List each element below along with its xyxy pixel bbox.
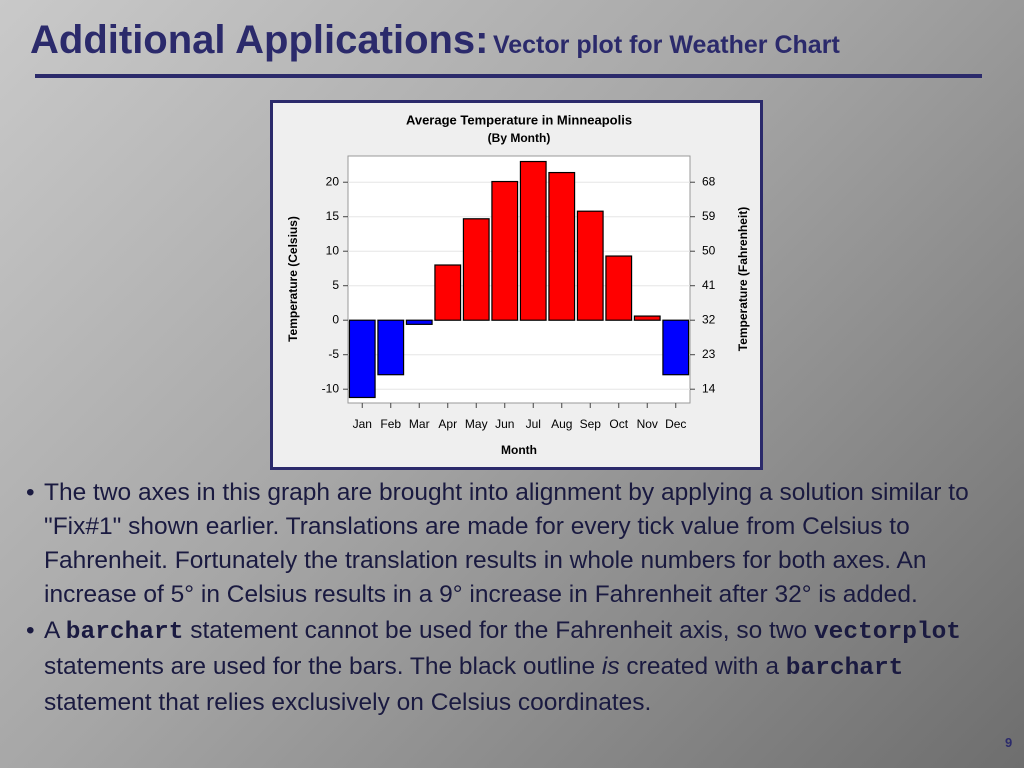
bar (605, 255, 633, 321)
bullet: • A barchart statement cannot be used for… (26, 617, 962, 716)
y2-tick-label: 23 (702, 347, 716, 361)
x-tick-label: Mar (409, 417, 430, 431)
chart-subtitle: (By Month) (488, 131, 551, 145)
title-sub: Vector plot for Weather Chart (492, 31, 840, 59)
bar (576, 210, 604, 321)
bullet-list: • The two axes in this graph are brought … (26, 476, 1004, 722)
bar (662, 319, 690, 376)
x-tick-label: Apr (438, 417, 457, 431)
bar (377, 319, 405, 376)
bullet-text: statement cannot be used for the Fahrenh… (183, 617, 814, 644)
bullet-text: A (44, 617, 66, 644)
y2-tick-label: 59 (702, 209, 716, 223)
code-text: barchart (65, 619, 184, 646)
y2-tick-label: 32 (702, 312, 716, 326)
bullet-text: statements are used for the bars. The bl… (44, 653, 602, 680)
y2-axis-label: Temperature (Fahrenheit) (736, 207, 750, 351)
y-tick-label: -5 (328, 347, 339, 361)
y2-tick-label: 14 (702, 381, 716, 395)
y-tick-label: 20 (326, 174, 340, 188)
chart-panel: Average Temperature in Minneapolis (By M… (270, 100, 763, 470)
x-tick-label: Nov (637, 417, 658, 431)
x-tick-label: Jul (526, 417, 541, 431)
code-text: barchart (785, 655, 904, 682)
y-tick-label: 15 (326, 209, 340, 223)
x-axis-label: Month (501, 443, 537, 457)
x-tick-label: Sep (580, 417, 602, 431)
y-tick-label: 0 (332, 312, 339, 326)
x-tick-label: Feb (380, 417, 401, 431)
y-tick-label: 5 (332, 278, 339, 292)
y-axis-label: Temperature (Celsius) (286, 216, 300, 342)
title-main: Additional Applications: (30, 18, 489, 62)
bar (405, 319, 433, 325)
bar (348, 319, 376, 399)
x-tick-label: Jun (495, 417, 514, 431)
x-tick-label: Oct (609, 417, 628, 431)
emphasis-text: is (601, 653, 620, 680)
bullet-text: created with a (619, 653, 786, 680)
chart: Average Temperature in Minneapolis (By M… (286, 112, 750, 457)
plot-area (347, 155, 691, 404)
bar (633, 315, 661, 321)
y-tick-label: -10 (322, 381, 340, 395)
bullet-text: The two axes in this graph are brought i… (44, 479, 969, 608)
y2-tick-label: 41 (702, 278, 716, 292)
code-text: vectorplot (813, 619, 962, 646)
slide-title: Additional Applications: Vector plot for… (30, 18, 840, 63)
bullet: • The two axes in this graph are brought … (26, 479, 969, 608)
chart-title: Average Temperature in Minneapolis (406, 112, 632, 127)
x-tick-label: Jan (353, 417, 372, 431)
bar (434, 264, 462, 321)
x-tick-label: Dec (665, 417, 686, 431)
x-tick-label: May (465, 417, 488, 431)
bullet-text: statement that relies exclusively on Cel… (44, 689, 652, 716)
y2-tick-label: 68 (702, 174, 716, 188)
bar (519, 160, 547, 321)
bar (548, 171, 576, 321)
title-rule (35, 74, 982, 78)
x-tick-label: Aug (551, 417, 572, 431)
bar (462, 218, 490, 321)
page-number: 9 (1005, 735, 1013, 750)
y2-tick-label: 50 (702, 243, 716, 257)
y-tick-label: 10 (326, 243, 340, 257)
bar (491, 180, 519, 321)
